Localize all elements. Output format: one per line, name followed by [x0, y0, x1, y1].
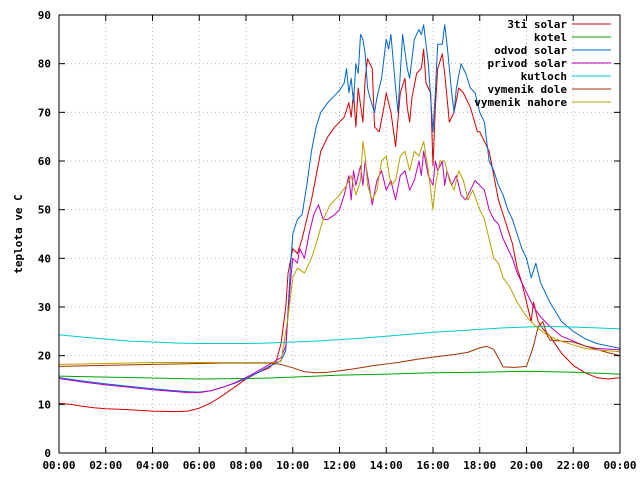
x-tick-label: 20:00 [510, 459, 543, 472]
legend-label-3ti-solar: 3ti solar [507, 18, 567, 31]
x-tick-label: 16:00 [416, 459, 449, 472]
legend-label-vymenik-nahore: vymenik nahore [474, 96, 567, 109]
legend-label-privod-solar: privod solar [488, 57, 568, 70]
x-tick-label: 12:00 [323, 459, 356, 472]
x-tick-label: 00:00 [603, 459, 636, 472]
y-tick-label: 10 [38, 398, 51, 411]
series-layer [58, 24, 621, 413]
series-line-kutloch [58, 325, 621, 344]
y-tick-label: 50 [38, 204, 51, 217]
y-axis: 0 10 20 30 40 50 60 70 80 90 [38, 9, 620, 460]
series-line-odvod-solar [58, 24, 621, 393]
y-tick-label: 30 [38, 301, 51, 314]
x-tick-label: 10:00 [276, 459, 309, 472]
x-tick-label: 22:00 [557, 459, 590, 472]
legend-label-odvod-solar: odvod solar [494, 44, 567, 57]
y-axis-label: teplota ve C [12, 194, 25, 273]
x-tick-label: 00:00 [42, 459, 75, 472]
y-tick-label: 40 [38, 252, 51, 265]
y-tick-label: 20 [38, 350, 51, 363]
x-tick-label: 06:00 [183, 459, 216, 472]
y-tick-label: 0 [44, 447, 51, 460]
x-tick-label: 04:00 [136, 459, 169, 472]
series-line-kotel [58, 370, 621, 380]
y-tick-label: 60 [38, 155, 51, 168]
x-tick-label: 18:00 [463, 459, 496, 472]
x-tick-label: 02:00 [89, 459, 122, 472]
y-tick-label: 80 [38, 58, 51, 71]
x-tick-label: 08:00 [229, 459, 262, 472]
legend-label-kotel: kotel [534, 31, 567, 44]
legend-label-kutloch: kutloch [521, 70, 567, 83]
series-line-3ti-solar [58, 48, 621, 413]
x-axis: 00:00 02:00 04:00 06:00 08:00 10:00 12:00 14:00… [42, 15, 637, 472]
legend-label-vymenik-dole: vymenik dole [488, 83, 568, 96]
x-tick-label: 14:00 [370, 459, 403, 472]
series-line-vymenik-nahore [58, 141, 621, 365]
series-line-privod-solar [58, 150, 621, 394]
y-tick-label: 90 [38, 9, 51, 22]
y-tick-label: 70 [38, 106, 51, 119]
